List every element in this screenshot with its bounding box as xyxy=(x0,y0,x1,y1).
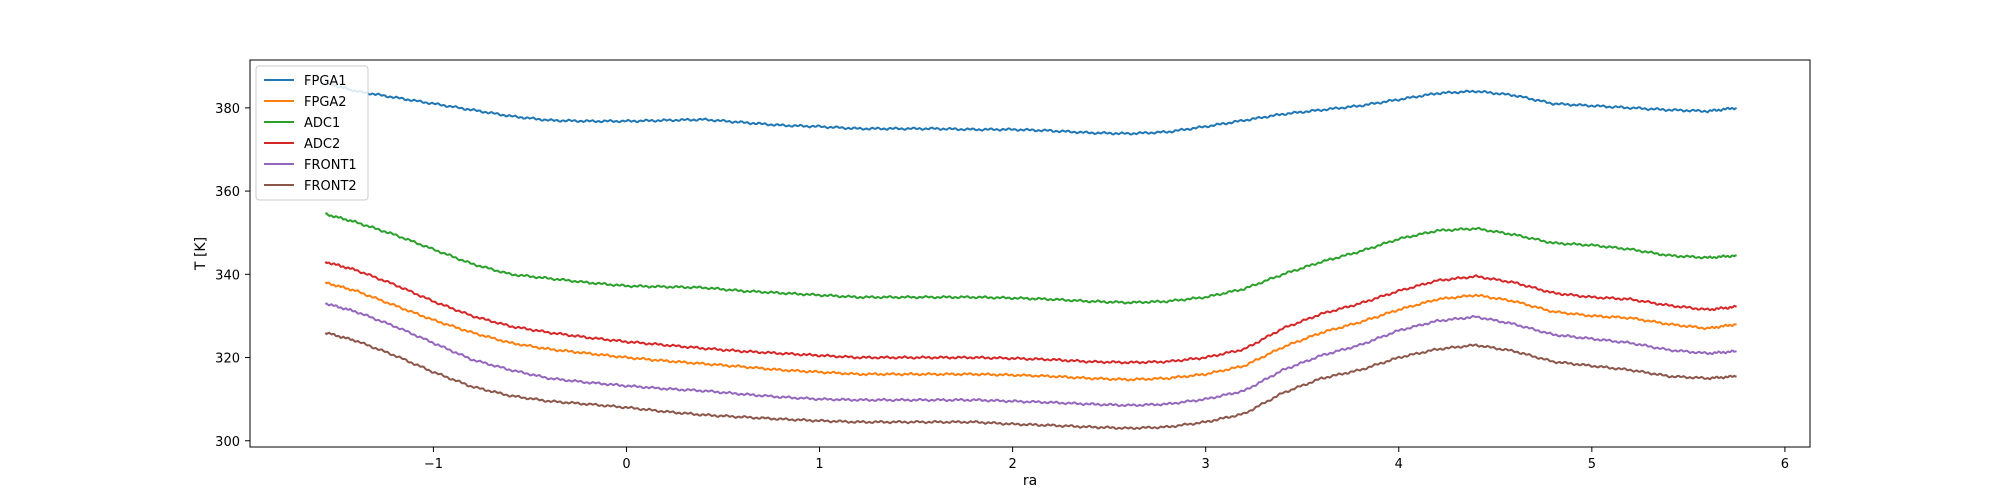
legend-box xyxy=(255,65,369,201)
y-tick-label: 360 xyxy=(215,185,240,200)
series-line-front2 xyxy=(324,331,1737,430)
x-tick-label: 2 xyxy=(1008,457,1016,472)
series-line-adc2 xyxy=(324,261,1737,365)
series-line-fpga1 xyxy=(324,81,1738,136)
series-line-fpga2 xyxy=(324,281,1737,382)
series-line-adc1 xyxy=(325,212,1737,305)
x-tick-label: 3 xyxy=(1202,457,1210,472)
x-tick-label: 4 xyxy=(1395,457,1403,472)
series-line-front1 xyxy=(325,302,1737,408)
y-tick-label: 380 xyxy=(215,102,240,117)
legend: FPGA1 FPGA2 ADC1 ADC2 FRONT1 FRONT2 xyxy=(255,65,369,201)
legend-label: FPGA1 xyxy=(304,74,347,89)
x-tick-label: 1 xyxy=(815,457,823,472)
x-tick-label: 0 xyxy=(622,457,630,472)
legend-label: FRONT2 xyxy=(304,179,357,194)
y-axis-ticks: 300 320 340 360 380 xyxy=(215,102,250,450)
x-tick-label: 5 xyxy=(1588,457,1596,472)
legend-label: ADC1 xyxy=(304,116,340,131)
y-tick-label: 340 xyxy=(215,268,240,283)
x-axis-label: ra xyxy=(1023,473,1037,489)
axes-frame xyxy=(249,59,1811,448)
legend-label: FRONT1 xyxy=(304,158,357,173)
x-axis-ticks: −1 0 1 2 3 4 5 6 xyxy=(424,447,1789,472)
x-tick-label: −1 xyxy=(424,457,443,472)
legend-label: ADC2 xyxy=(304,137,340,152)
y-axis-label: T [K] xyxy=(193,237,209,271)
plot-lines xyxy=(324,81,1738,430)
x-tick-label: 6 xyxy=(1781,457,1789,472)
legend-label: FPGA2 xyxy=(304,95,347,110)
y-tick-label: 300 xyxy=(215,435,240,450)
y-tick-label: 320 xyxy=(215,352,240,367)
